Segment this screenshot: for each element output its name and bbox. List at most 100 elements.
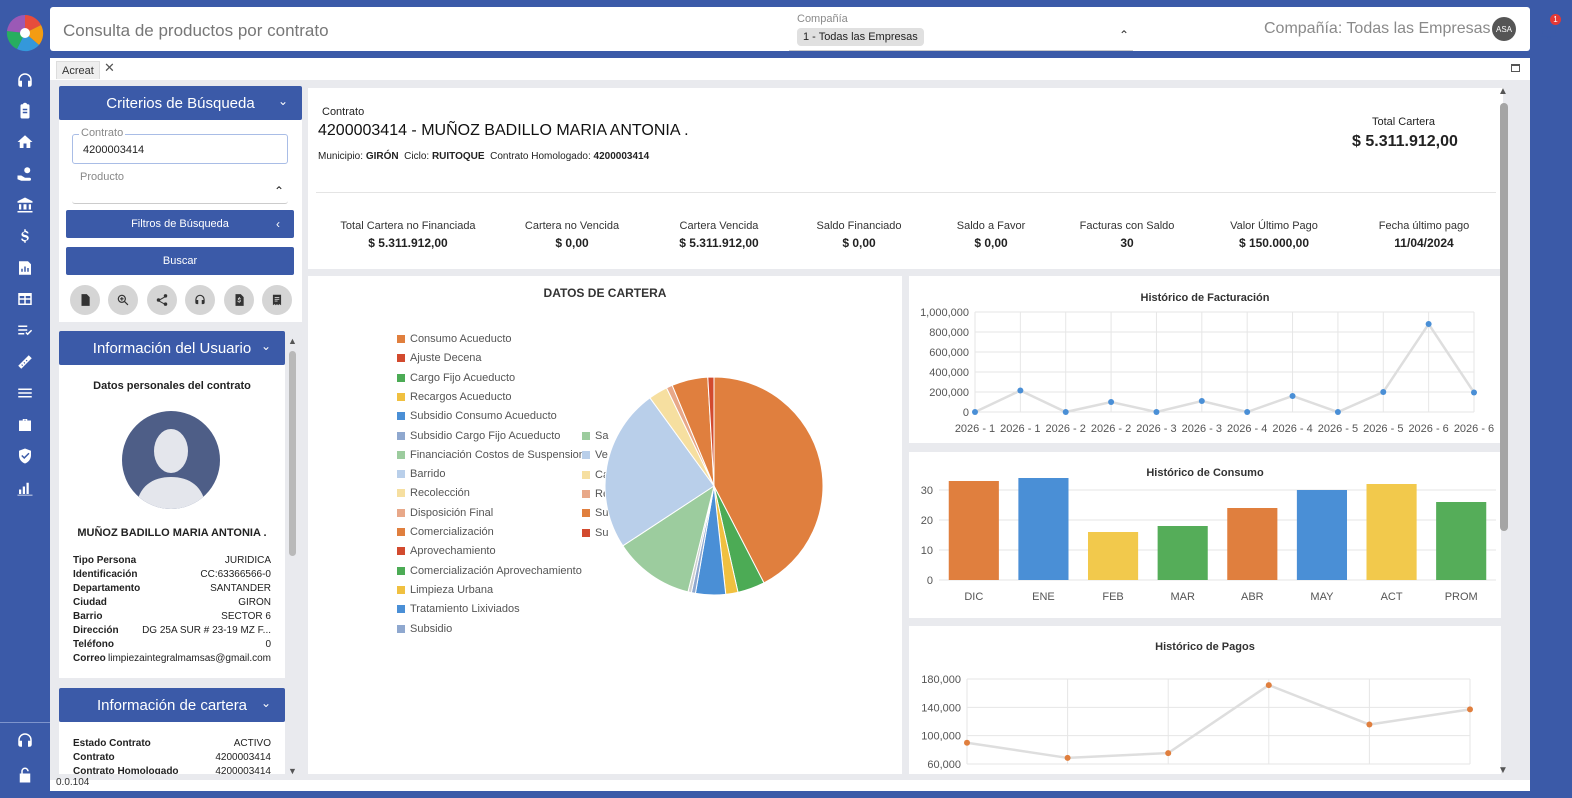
scroll-up-icon[interactable]: ▲	[1498, 86, 1508, 97]
pie-slice[interactable]	[665, 384, 715, 487]
legend-item[interactable]: Ca	[582, 469, 609, 481]
legend-item[interactable]: Recargos Acueducto	[397, 391, 512, 403]
legend-item[interactable]: Subsidio Cargo Fijo Acueducto	[397, 430, 560, 442]
contract-field[interactable]: Contrato 4200003414	[72, 127, 288, 164]
legend-item[interactable]: Su	[582, 527, 608, 539]
pie-slice[interactable]	[622, 484, 715, 593]
pie-slice[interactable]	[707, 376, 715, 487]
main-scroll-thumb[interactable]	[1500, 103, 1508, 531]
legend-item[interactable]: Consumo Acueducto	[397, 333, 512, 345]
pie-slice[interactable]	[687, 485, 715, 594]
criteria-header[interactable]: Criterios de Búsqueda ⌄	[59, 86, 302, 120]
legend-item[interactable]: Recolección	[397, 487, 470, 499]
shield-icon[interactable]	[13, 444, 37, 468]
pie-slice[interactable]	[671, 376, 715, 487]
pie-slice[interactable]	[713, 485, 739, 595]
hand-user-icon[interactable]	[13, 162, 37, 186]
data-point[interactable]	[1289, 393, 1296, 399]
data-point[interactable]	[1244, 409, 1251, 415]
legend-item[interactable]: Barrido	[397, 468, 445, 480]
pie-slice[interactable]	[713, 376, 824, 584]
product-field[interactable]: Producto ⌃	[72, 171, 288, 204]
data-point[interactable]	[964, 739, 970, 746]
support-icon[interactable]	[13, 728, 37, 752]
menu-icon[interactable]	[13, 381, 37, 405]
legend-item[interactable]: Disposición Final	[397, 507, 493, 519]
pie-slice[interactable]	[649, 387, 715, 487]
legend-item[interactable]: Su	[582, 507, 608, 519]
left-scroll-thumb[interactable]	[289, 351, 296, 556]
legend-item[interactable]: Comercialización Aprovechamiento	[397, 565, 582, 577]
data-point[interactable]	[1467, 706, 1473, 713]
data-point[interactable]	[1380, 389, 1387, 395]
main-scrollbar[interactable]: ▲ ▼	[1497, 86, 1510, 776]
scroll-down-icon[interactable]: ▼	[288, 766, 297, 776]
legend-item[interactable]: Subsidio	[397, 623, 452, 635]
bar[interactable]	[1087, 532, 1139, 580]
legend-item[interactable]: Tratamiento Lixiviados	[397, 603, 520, 615]
data-point[interactable]	[1153, 409, 1160, 415]
bar[interactable]	[948, 481, 999, 580]
bar[interactable]	[1157, 526, 1208, 580]
pie-slice[interactable]	[604, 397, 715, 547]
analytics-hand-icon[interactable]	[13, 476, 37, 500]
invoice-icon[interactable]	[223, 285, 254, 315]
maximize-icon[interactable]	[1511, 64, 1520, 72]
checklist-icon[interactable]	[13, 318, 37, 342]
receipt-icon[interactable]	[261, 285, 292, 315]
company-chip[interactable]: 1 - Todas las Empresas	[797, 28, 924, 46]
chevron-up-icon[interactable]: ⌃	[273, 184, 284, 198]
bank-icon[interactable]	[13, 193, 37, 217]
data-point[interactable]	[1017, 387, 1024, 394]
company-select[interactable]: Compañía 1 - Todas las Empresas ⌃	[789, 13, 1133, 51]
user-info-header[interactable]: Información del Usuario ⌄	[59, 331, 285, 365]
legend-item[interactable]: Re	[582, 488, 609, 500]
user-avatar[interactable]: ASA	[1492, 17, 1516, 41]
bar[interactable]	[1227, 508, 1278, 580]
data-point[interactable]	[972, 409, 978, 415]
ruler-icon[interactable]	[13, 350, 37, 374]
contract-field-value[interactable]: 4200003414	[83, 144, 145, 156]
lock-icon[interactable]	[13, 763, 37, 787]
data-point[interactable]	[1108, 399, 1115, 405]
legend-item[interactable]: Limpieza Urbana	[397, 584, 493, 596]
cartera-info-header[interactable]: Información de cartera ⌄	[59, 688, 285, 722]
scroll-down-icon[interactable]: ▼	[1498, 765, 1508, 776]
chart-doc-icon[interactable]	[13, 256, 37, 280]
legend-item[interactable]: Subsidio Consumo Acueducto	[397, 410, 557, 422]
legend-item[interactable]: Aprovechamiento	[397, 545, 496, 557]
share-icon[interactable]	[146, 285, 177, 315]
chevron-down-icon[interactable]: ⌄	[260, 339, 271, 353]
legend-item[interactable]: Ve	[582, 449, 608, 461]
home-icon[interactable]	[13, 130, 37, 154]
data-point[interactable]	[1366, 721, 1373, 728]
bar[interactable]	[1018, 478, 1069, 580]
data-point[interactable]	[1265, 682, 1272, 689]
chevron-down-icon[interactable]: ⌄	[277, 94, 288, 108]
data-point[interactable]	[1165, 750, 1172, 757]
table-icon[interactable]	[13, 287, 37, 311]
data-point[interactable]	[1062, 409, 1069, 415]
clipboard-icon[interactable]	[13, 99, 37, 123]
bar[interactable]	[1366, 484, 1417, 580]
bar[interactable]	[1296, 490, 1348, 580]
legend-item[interactable]: Financiación Costos de Suspension	[397, 449, 585, 461]
app-logo-icon[interactable]	[5, 13, 45, 53]
search-button[interactable]: Buscar	[66, 247, 294, 275]
pie-slice[interactable]	[713, 485, 765, 593]
legend-item[interactable]: Comercialización	[397, 526, 494, 538]
briefcase-icon[interactable]	[13, 413, 37, 437]
filters-button[interactable]: Filtros de Búsqueda ‹	[66, 210, 294, 238]
headset-icon[interactable]	[13, 68, 37, 92]
data-point[interactable]	[1471, 389, 1477, 396]
notifications-button[interactable]: 1	[1538, 14, 1562, 43]
document-icon[interactable]	[70, 285, 100, 315]
pie-slice[interactable]	[690, 485, 715, 594]
legend-item[interactable]: Ajuste Decena	[397, 352, 482, 364]
chevron-up-icon[interactable]: ⌃	[1118, 28, 1129, 42]
legend-item[interactable]: Sa	[582, 430, 608, 442]
customer-service-icon[interactable]	[185, 285, 216, 315]
scroll-up-icon[interactable]: ▲	[288, 336, 297, 346]
close-icon[interactable]: ✕	[104, 60, 115, 75]
legend-item[interactable]: Cargo Fijo Acueducto	[397, 372, 515, 384]
